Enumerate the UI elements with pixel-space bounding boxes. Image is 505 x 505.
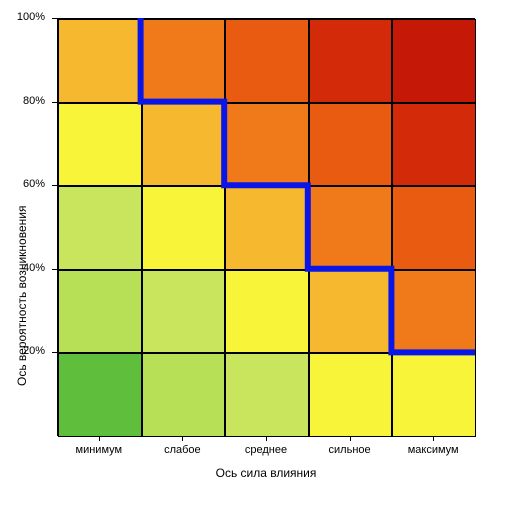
x-tick-mark [99, 436, 100, 441]
heatmap-cell [225, 270, 309, 354]
y-axis-title: Ось вероятность возникновения [15, 205, 29, 385]
y-tick-label: 100% [0, 11, 45, 23]
x-tick-label: сильное [308, 444, 392, 456]
heatmap-cell [309, 270, 393, 354]
heatmap-cell [142, 19, 226, 103]
x-tick-label: максимум [391, 444, 475, 456]
heatmap-cell [392, 103, 476, 187]
heatmap-cell [309, 186, 393, 270]
plot-area [57, 18, 475, 436]
heatmap-cell [392, 19, 476, 103]
heatmap-cell [392, 270, 476, 354]
y-tick-mark [52, 102, 57, 103]
heatmap-cell [58, 103, 142, 187]
heatmap-cell [58, 186, 142, 270]
y-tick-mark [52, 185, 57, 186]
y-tick-label: 40% [0, 262, 45, 274]
y-tick-mark [52, 269, 57, 270]
x-tick-label: минимум [57, 444, 141, 456]
heatmap-cell [142, 103, 226, 187]
x-tick-mark [350, 436, 351, 441]
x-tick-mark [266, 436, 267, 441]
heatmap-cell [225, 103, 309, 187]
x-tick-mark [182, 436, 183, 441]
x-axis-title: Ось сила влияния [57, 466, 475, 480]
heatmap-cell [225, 353, 309, 437]
y-tick-mark [52, 352, 57, 353]
risk-matrix-chart: Ось вероятность возникновения Ось сила в… [0, 0, 505, 505]
heatmap-cell [225, 19, 309, 103]
x-tick-label: среднее [224, 444, 308, 456]
heatmap-cell [392, 186, 476, 270]
heatmap-cell [58, 270, 142, 354]
x-tick-mark [433, 436, 434, 441]
heatmap-cell [142, 353, 226, 437]
y-tick-mark [52, 18, 57, 19]
heatmap-cell [58, 353, 142, 437]
heatmap-cell [309, 19, 393, 103]
heatmap-cell [142, 270, 226, 354]
y-tick-label: 20% [0, 345, 45, 357]
heatmap-cell [309, 353, 393, 437]
heatmap-cell [309, 103, 393, 187]
heatmap-cell [225, 186, 309, 270]
y-tick-label: 60% [0, 178, 45, 190]
heatmap-cell [142, 186, 226, 270]
x-tick-label: слабое [141, 444, 225, 456]
heatmap-cell [58, 19, 142, 103]
y-tick-label: 80% [0, 95, 45, 107]
heatmap-cell [392, 353, 476, 437]
